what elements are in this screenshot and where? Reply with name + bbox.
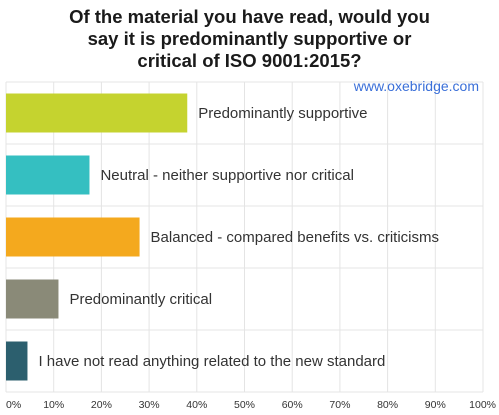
x-tick-label: 0% <box>6 399 21 411</box>
x-tick-label: 10% <box>43 399 64 411</box>
x-tick-label: 50% <box>234 399 255 411</box>
x-tick-label: 20% <box>91 399 112 411</box>
bar <box>6 155 90 195</box>
bar-label: Predominantly critical <box>69 291 212 308</box>
bar-label: Neutral - neither supportive nor critica… <box>100 167 353 184</box>
bar <box>6 93 188 133</box>
x-tick-label: 100% <box>469 399 496 411</box>
x-tick-label: 80% <box>377 399 398 411</box>
bar <box>6 279 59 319</box>
x-tick-label: 30% <box>139 399 160 411</box>
bar <box>6 341 28 381</box>
watermark-url: www.oxebridge.com <box>353 78 479 94</box>
x-tick-label: 90% <box>425 399 446 411</box>
x-tick-label: 70% <box>329 399 350 411</box>
bar-label: Predominantly supportive <box>198 105 367 122</box>
chart-title: Of the material you have read, would you… <box>69 6 430 71</box>
bar <box>6 217 140 257</box>
x-tick-label: 40% <box>186 399 207 411</box>
bar-label: Balanced - compared benefits vs. critici… <box>151 229 439 246</box>
bar-label: I have not read anything related to the … <box>38 353 385 370</box>
x-tick-label: 60% <box>282 399 303 411</box>
